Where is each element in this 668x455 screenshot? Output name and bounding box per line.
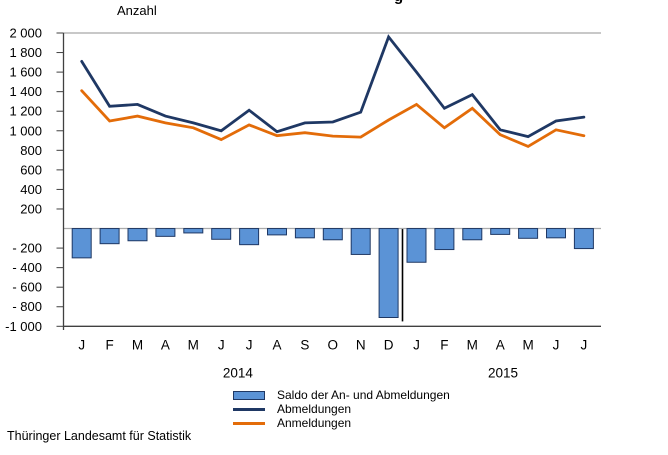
month-label: F xyxy=(105,338,113,353)
month-label: J xyxy=(78,338,85,353)
saldo-bar xyxy=(573,228,594,250)
chart-title-fragment: g xyxy=(394,0,420,7)
saldo-bar xyxy=(350,228,371,255)
anmeldungen-line-swatch xyxy=(233,421,265,425)
y-tick-label: 2 000 xyxy=(9,26,42,41)
saldo-bar xyxy=(434,228,455,251)
y-tick-label: 1 600 xyxy=(9,65,42,80)
saldo-bar xyxy=(99,228,120,245)
source-credit: Thüringer Landesamt für Statistik xyxy=(7,429,192,443)
y-tick-label: 600 xyxy=(20,162,42,177)
year-label: 2015 xyxy=(488,366,518,381)
saldo-bar xyxy=(378,228,399,319)
month-label: M xyxy=(522,338,533,353)
y-tick-label: 200 xyxy=(20,201,42,216)
legend-item-anmeldungen: Anmeldungen xyxy=(233,416,450,430)
year-label: 2014 xyxy=(223,366,254,381)
y-tick-label: - 800 xyxy=(12,299,42,314)
saldo-bar xyxy=(155,228,176,237)
month-label: N xyxy=(356,338,366,353)
saldo-bar xyxy=(406,228,427,263)
saldo-bar xyxy=(294,228,315,239)
legend-item-saldo: Saldo der An- und Abmeldungen xyxy=(233,388,450,402)
chart-title-fragment-text: g xyxy=(394,0,403,5)
saldo-bar xyxy=(462,228,483,241)
y-tick-label: 800 xyxy=(20,143,42,158)
month-label: M xyxy=(132,338,143,353)
legend-label-abmeldungen: Abmeldungen xyxy=(277,402,352,416)
y-tick-label: - 200 xyxy=(12,241,42,256)
abmeldungen-line-swatch xyxy=(233,407,265,411)
saldo-bar xyxy=(490,228,511,235)
y-tick-label: 400 xyxy=(20,182,42,197)
legend-label-anmeldungen: Anmeldungen xyxy=(277,416,352,430)
month-label: D xyxy=(384,338,394,353)
abmeldungen-line xyxy=(80,34,586,139)
saldo-bar-swatch xyxy=(233,390,265,400)
legend-item-abmeldungen: Abmeldungen xyxy=(233,402,450,416)
month-label: J xyxy=(581,338,588,353)
legend: Saldo der An- und Abmeldungen Abmeldunge… xyxy=(233,388,450,430)
month-label: J xyxy=(218,338,225,353)
month-label: J xyxy=(246,338,253,353)
saldo-bar xyxy=(127,228,148,242)
y-tick-label: 1 800 xyxy=(9,45,42,60)
month-label: A xyxy=(496,338,505,353)
saldo-bar xyxy=(183,228,204,234)
y-tick-label: 1 000 xyxy=(9,123,42,138)
saldo-bar xyxy=(518,228,539,239)
y-tick-label: 1 200 xyxy=(9,104,42,119)
saldo-bar xyxy=(267,228,287,236)
saldo-bar xyxy=(71,228,92,259)
saldo-bar xyxy=(322,228,343,241)
y-tick-label: - 600 xyxy=(12,280,42,295)
saldo-bar xyxy=(239,228,260,246)
month-label: A xyxy=(161,338,170,353)
y-tick-label: -1 000 xyxy=(5,319,42,334)
month-label: S xyxy=(300,338,309,353)
y-axis-title: Anzahl xyxy=(117,3,157,18)
saldo-bar xyxy=(211,228,232,240)
month-label: A xyxy=(272,338,281,353)
month-label: J xyxy=(413,338,420,353)
month-label: M xyxy=(467,338,478,353)
y-tick-label: - 400 xyxy=(12,260,42,275)
saldo-bar xyxy=(546,228,566,239)
month-label: F xyxy=(440,338,448,353)
month-label: M xyxy=(188,338,199,353)
anmeldungen-line xyxy=(80,89,586,148)
legend-label-saldo: Saldo der An- und Abmeldungen xyxy=(277,388,450,402)
month-label: J xyxy=(553,338,560,353)
y-tick-label: 1 400 xyxy=(9,84,42,99)
month-label: O xyxy=(328,338,339,353)
